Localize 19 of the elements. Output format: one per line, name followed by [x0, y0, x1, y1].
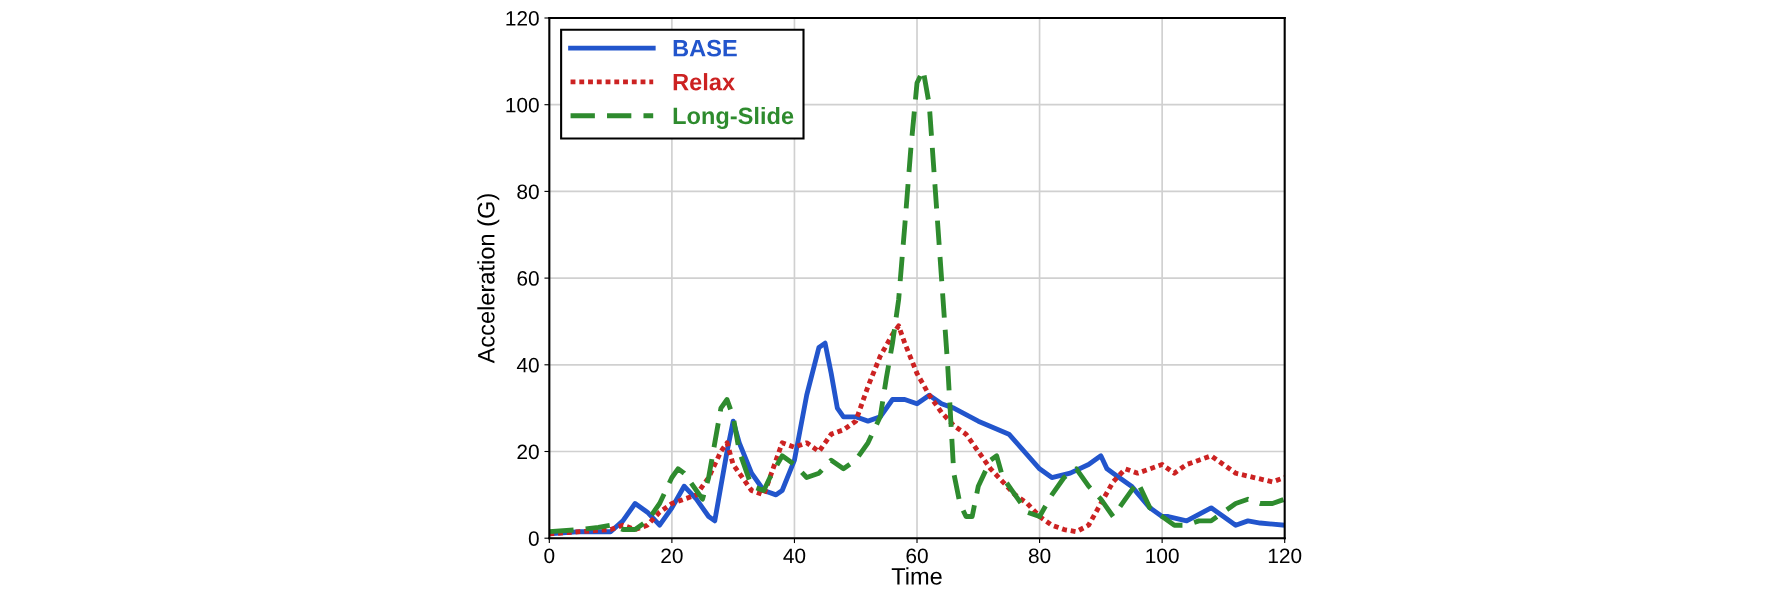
legend-label: BASE: [673, 39, 737, 57]
x-tick-label: 0: [544, 548, 555, 564]
y-tick-label: 20: [517, 444, 539, 460]
y-tick-label: 0: [528, 531, 539, 546]
y-tick-label: 100: [506, 97, 539, 113]
y-tick-label: 40: [516, 357, 539, 373]
x-tick-label: 20: [661, 548, 683, 564]
x-tick-label: 100: [1146, 548, 1179, 564]
x-tick-label: 40: [783, 548, 806, 564]
x-tick-label: 120: [1268, 548, 1302, 564]
legend-label: Relax: [673, 73, 735, 91]
y-axis-title: Acceleration (G): [477, 194, 500, 364]
x-axis-title: Time: [891, 567, 942, 585]
legend-label: Long-Slide: [673, 106, 794, 129]
x-tick-label: 60: [906, 548, 928, 564]
y-tick-label: 80: [517, 184, 539, 200]
y-tick-label: 60: [517, 271, 539, 286]
y-tick-label: 120: [506, 11, 539, 26]
x-tick-label: 80: [1028, 548, 1051, 564]
